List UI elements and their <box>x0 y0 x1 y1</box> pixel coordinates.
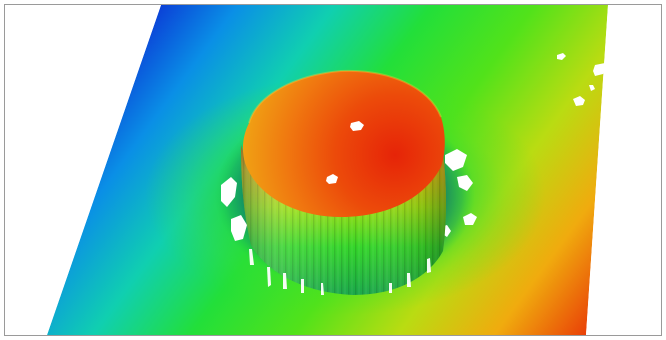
3d-viewport[interactable] <box>4 4 662 336</box>
pillar-side-walls <box>241 145 446 295</box>
pillar-top-dome <box>242 69 445 217</box>
data-holes <box>221 53 607 241</box>
surface-render <box>47 5 608 335</box>
